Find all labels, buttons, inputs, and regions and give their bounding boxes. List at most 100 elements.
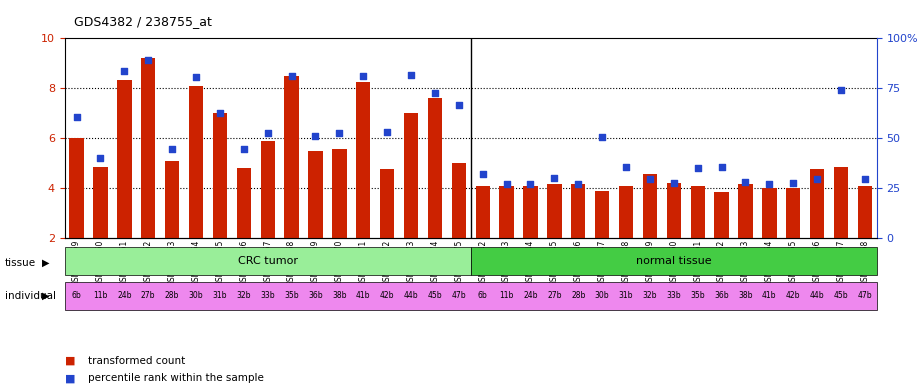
Point [427,90,442,96]
Point [236,146,251,152]
Point [260,130,275,136]
Text: 11b: 11b [93,291,108,300]
Point [570,181,585,187]
Text: 45b: 45b [427,291,442,300]
Bar [547,184,561,238]
Point [594,134,609,140]
Point [188,74,203,80]
Bar [810,169,824,238]
Text: 11b: 11b [499,291,514,300]
Point [666,180,681,186]
Bar [117,79,131,238]
Text: 42b: 42b [380,291,394,300]
Point [164,146,179,152]
Point [762,181,777,187]
Text: 32b: 32b [236,291,251,300]
Bar [523,186,537,238]
Text: 27b: 27b [141,291,155,300]
Point [833,86,848,93]
Bar [833,167,848,238]
Bar [212,113,227,238]
Text: 41b: 41b [762,291,776,300]
Point [809,176,824,182]
Bar [189,86,203,238]
Text: 47b: 47b [451,291,466,300]
Text: 30b: 30b [594,291,609,300]
Bar [260,141,275,238]
Point [475,171,490,177]
Text: 35b: 35b [690,291,705,300]
Point [642,176,657,182]
Bar [690,186,705,238]
Text: ▶: ▶ [42,291,49,301]
Point [690,165,705,171]
Text: ▶: ▶ [42,258,49,268]
Point [69,114,84,120]
Point [356,73,371,79]
Point [93,155,108,161]
Bar [714,192,729,238]
Text: 31b: 31b [212,291,227,300]
Text: transformed count: transformed count [88,356,185,366]
Text: 6b: 6b [72,291,81,300]
Bar [738,184,752,238]
Text: tissue: tissue [5,258,36,268]
Text: 36b: 36b [308,291,323,300]
Bar [618,186,633,238]
Point [857,176,872,182]
Point [284,73,299,79]
Text: percentile rank within the sample: percentile rank within the sample [88,373,264,383]
Bar [332,149,346,238]
Point [547,175,562,181]
Text: 36b: 36b [714,291,729,300]
Bar [571,184,585,238]
Text: 33b: 33b [260,291,275,300]
Text: 38b: 38b [332,291,347,300]
Text: 35b: 35b [284,291,299,300]
FancyBboxPatch shape [65,247,471,275]
Bar [786,188,800,238]
Text: 33b: 33b [666,291,681,300]
Bar [642,174,657,238]
Bar [165,161,179,238]
Point [332,130,347,136]
Bar [475,186,490,238]
Bar [857,186,872,238]
Point [499,181,514,187]
Point [785,180,800,186]
Text: 6b: 6b [478,291,487,300]
Text: ■: ■ [65,373,75,383]
Text: GDS4382 / 238755_at: GDS4382 / 238755_at [74,15,211,28]
Point [141,56,156,63]
Text: 28b: 28b [571,291,585,300]
Text: 47b: 47b [857,291,872,300]
Bar [499,186,514,238]
Point [403,71,418,78]
Point [738,179,753,185]
FancyBboxPatch shape [65,282,877,310]
Text: 41b: 41b [356,291,370,300]
Text: 30b: 30b [188,291,203,300]
FancyBboxPatch shape [471,247,877,275]
Text: 45b: 45b [833,291,848,300]
Text: 38b: 38b [738,291,753,300]
Text: normal tissue: normal tissue [636,256,712,266]
Text: 28b: 28b [165,291,179,300]
Text: 24b: 24b [117,291,132,300]
Text: individual: individual [5,291,55,301]
Point [308,132,323,139]
Bar [236,168,251,238]
Text: 24b: 24b [523,291,538,300]
Text: 32b: 32b [642,291,657,300]
Point [379,129,394,135]
Point [212,110,227,116]
Point [714,164,729,170]
Text: 44b: 44b [403,291,418,300]
Bar [666,183,681,238]
Bar [762,188,776,238]
Text: 31b: 31b [618,291,633,300]
Text: 27b: 27b [547,291,561,300]
Point [451,101,466,108]
Text: 44b: 44b [809,291,824,300]
Point [117,68,132,74]
